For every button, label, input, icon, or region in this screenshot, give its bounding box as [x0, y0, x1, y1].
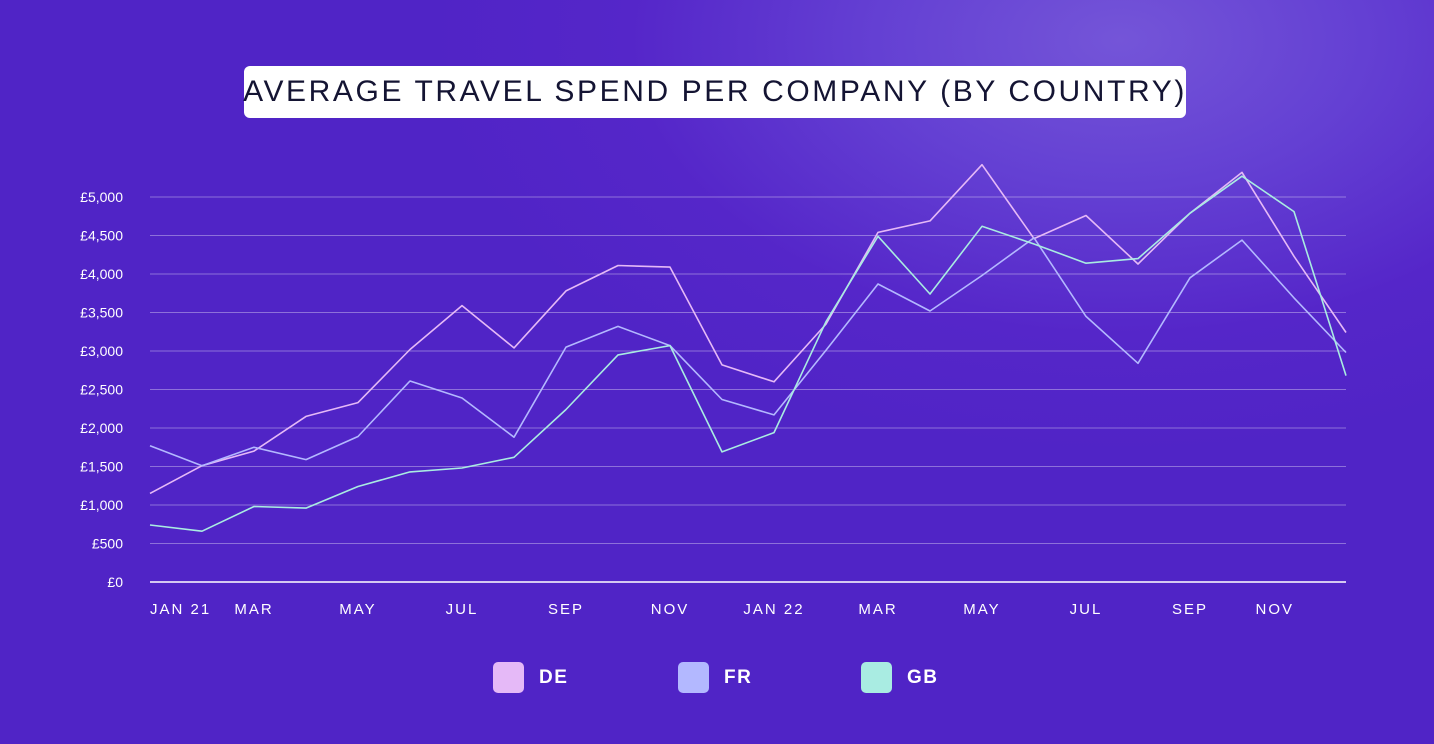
- y-tick-label: £500: [92, 536, 123, 552]
- legend-label-de: DE: [539, 666, 569, 688]
- y-tick-label: £5,000: [80, 189, 123, 205]
- legend-item-fr: FR: [678, 662, 752, 693]
- x-tick-label: SEP: [1172, 601, 1208, 618]
- legend-item-gb: GB: [861, 662, 939, 693]
- x-tick-label: JAN 22: [743, 601, 804, 618]
- y-tick-label: £4,000: [80, 266, 123, 282]
- y-axis: £0 £500 £1,000 £1,500 £2,000 £2,500 £3,000 £3,5…: [80, 189, 123, 590]
- legend-label-fr: FR: [724, 666, 753, 688]
- x-tick-label: MAR: [858, 601, 897, 618]
- legend: DE FR GB: [0, 662, 1434, 698]
- y-tick-label: £1,000: [80, 497, 123, 513]
- x-tick-label: JUL: [446, 601, 479, 618]
- series-lines: [149, 163, 1347, 533]
- y-tick-label: £2,500: [80, 382, 123, 398]
- y-tick-label: £3,500: [80, 305, 123, 321]
- chart-title: AVERAGE TRAVEL SPEND PER COMPANY (BY COU…: [243, 75, 1187, 108]
- x-tick-label: JAN 21: [150, 601, 211, 618]
- legend-swatch-gb: [861, 662, 892, 693]
- x-tick-label: NOV: [1255, 601, 1294, 618]
- x-axis: JAN 21 MAR MAY JUL SEP NOV JAN 22 MAR MAY JUL SEP N…: [150, 601, 1294, 618]
- legend-label-gb: GB: [907, 666, 939, 688]
- chart-title-box: AVERAGE TRAVEL SPEND PER COMPANY (BY COU…: [243, 66, 1187, 118]
- legend-item-de: DE: [493, 662, 568, 693]
- legend-swatch-de: [493, 662, 524, 693]
- x-tick-label: NOV: [651, 601, 690, 618]
- y-tick-label: £3,000: [80, 343, 123, 359]
- series-line-gb: [149, 175, 1347, 533]
- x-tick-label: MAR: [234, 601, 273, 618]
- y-tick-label: £2,000: [80, 420, 123, 436]
- x-tick-label: JUL: [1070, 601, 1103, 618]
- y-tick-label: £1,500: [80, 459, 123, 475]
- series-line-de: [149, 163, 1347, 495]
- y-tick-label: £0: [107, 574, 123, 590]
- x-tick-label: MAY: [339, 601, 376, 618]
- x-tick-label: SEP: [548, 601, 584, 618]
- gridlines: [150, 196, 1346, 583]
- legend-swatch-fr: [678, 662, 709, 693]
- series-line-fr: [149, 237, 1347, 467]
- x-tick-label: MAY: [963, 601, 1000, 618]
- y-tick-label: £4,500: [80, 228, 123, 244]
